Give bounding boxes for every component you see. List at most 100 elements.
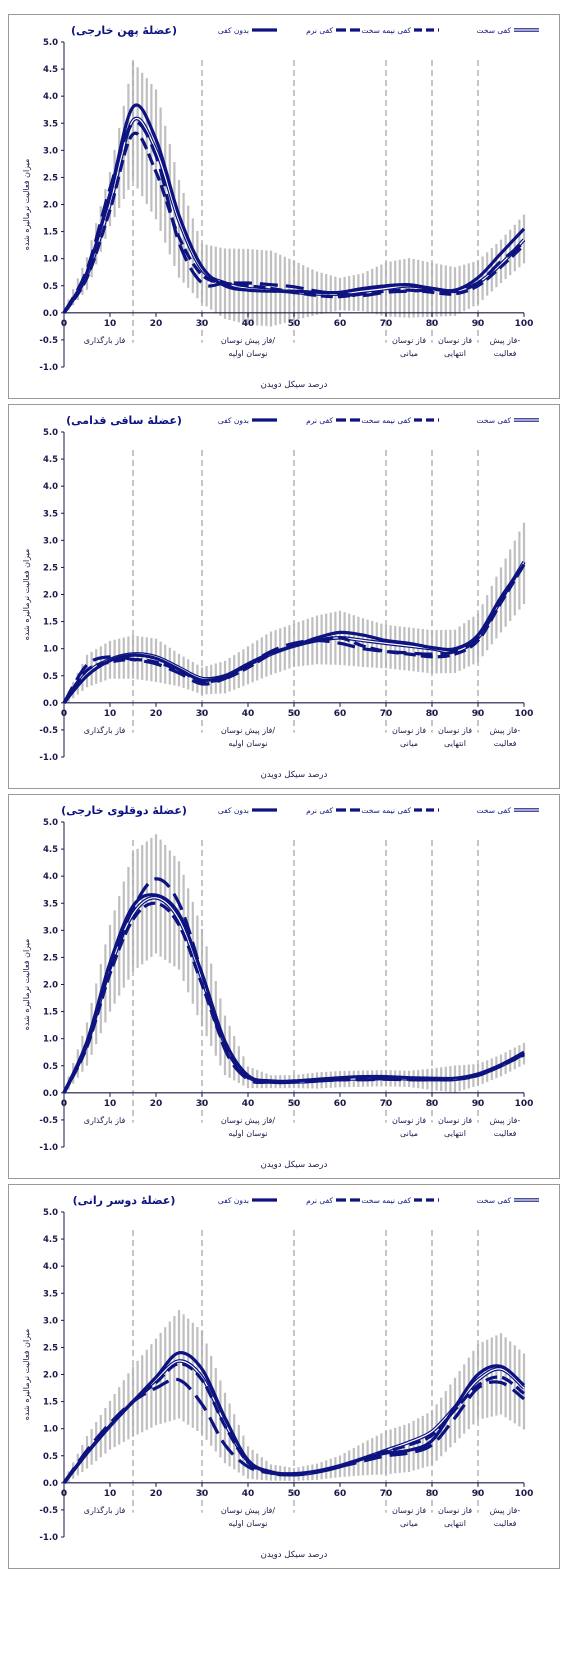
x-tick-label: 10: [104, 1099, 117, 1109]
x-tick-label: 50: [288, 1489, 301, 1499]
x-tick-label: 90: [472, 1099, 485, 1109]
y-tick-label: 2.0: [43, 1371, 58, 1381]
y-tick-label: 3.0: [43, 1316, 58, 1326]
x-tick-label: 100: [515, 709, 534, 719]
y-tick-label: 2.5: [43, 563, 58, 573]
y-tick-label: 3.5: [43, 119, 58, 129]
phase-label: میانی: [400, 739, 418, 748]
phase-label: فعالیت: [494, 739, 517, 748]
y-tick-label: -1.0: [39, 363, 58, 373]
y-tick-label: 4.0: [43, 872, 58, 882]
phase-label: فاز پیش-: [490, 726, 521, 735]
x-tick-label: 10: [104, 709, 117, 719]
y-tick-label: 5.0: [43, 1208, 58, 1218]
phase-label: فعالیت: [494, 349, 517, 358]
chart-panel-1: 5.0 4.5 4.0 3.5 3.0 2.5 2.0 1.5 1.0 0.5 0.0 -0.5 -1.…: [8, 14, 560, 399]
x-axis-label: درصد سیکل دویدن: [261, 1160, 328, 1170]
phase-label: فاز بارگذاری: [84, 725, 126, 735]
phase-label: انتهایی: [444, 739, 466, 748]
y-tick-label: 2.0: [43, 981, 58, 991]
legend-label: بدون کفی: [218, 806, 249, 815]
y-tick-label: -0.5: [39, 1506, 58, 1516]
y-tick-label: 1.0: [43, 645, 58, 655]
legend-label: بدون کفی: [218, 416, 249, 425]
y-axis-label: میزان فعالیت نرمالیزه شده: [22, 159, 31, 251]
x-tick-label: 20: [150, 319, 163, 329]
x-tick-label: 0: [61, 319, 67, 329]
y-tick-label: -1.0: [39, 1143, 58, 1153]
phase-label: میانی: [400, 349, 418, 358]
y-axis-label: میزان فعالیت نرمالیزه شده: [22, 1329, 31, 1421]
legend-label: کفی نرم: [306, 416, 333, 425]
phase-label: فاز پیش-: [490, 336, 521, 345]
phase-label: فاز نوسان: [392, 1116, 426, 1125]
y-tick-label: 2.5: [43, 1343, 58, 1353]
phase-label: فاز پیش نوسان/: [221, 336, 275, 345]
legend-label: کفی سخت: [477, 1196, 512, 1205]
y-tick-label: -0.5: [39, 336, 58, 346]
legend-label: کفی نیمه سخت: [361, 1196, 411, 1205]
y-tick-label: 3.0: [43, 146, 58, 156]
phase-label: فعالیت: [494, 1519, 517, 1528]
y-tick-label: 3.5: [43, 899, 58, 909]
x-tick-label: 0: [61, 1489, 67, 1499]
series-line: [62, 561, 526, 704]
legend-label: کفی سخت: [477, 806, 512, 815]
chart-title: (عضلهٔ پهن خارجی): [71, 24, 177, 37]
chart-title: (عضلهٔ ساقی قدامی): [66, 414, 182, 427]
y-tick-label: 1.0: [43, 1035, 58, 1045]
x-tick-label: 20: [150, 1099, 163, 1109]
legend-label: بدون کفی: [218, 26, 249, 35]
phase-label: میانی: [400, 1519, 418, 1528]
chart-panel-4: 5.0 4.5 4.0 3.5 3.0 2.5 2.0 1.5 1.0 0.5 0.0 -0.5 -1.…: [8, 1184, 560, 1569]
y-tick-label: 1.0: [43, 255, 58, 265]
y-tick-label: 0.5: [43, 1062, 58, 1072]
x-tick-label: 0: [61, 709, 67, 719]
y-tick-label: 4.5: [43, 65, 58, 75]
x-tick-label: 80: [426, 1099, 439, 1109]
phase-label: فاز پیش نوسان/: [221, 1116, 275, 1125]
x-tick-label: 10: [104, 1489, 117, 1499]
x-tick-label: 60: [334, 1099, 347, 1109]
x-tick-label: 100: [515, 319, 534, 329]
y-tick-label: -0.5: [39, 1116, 58, 1126]
y-tick-label: 3.5: [43, 509, 58, 519]
phase-label: فاز پیش-: [490, 1116, 521, 1125]
phase-label: فاز بارگذاری: [84, 1115, 126, 1125]
x-tick-label: 50: [288, 319, 301, 329]
phase-label: انتهایی: [444, 1519, 466, 1528]
phase-label: فاز بارگذاری: [84, 335, 126, 345]
x-tick-label: 30: [196, 1489, 209, 1499]
phase-label: میانی: [400, 1129, 418, 1138]
y-tick-label: 3.0: [43, 926, 58, 936]
chart-panel-3: 5.0 4.5 4.0 3.5 3.0 2.5 2.0 1.5 1.0 0.5 0.0 -0.5 -1.…: [8, 794, 560, 1179]
legend-label: کفی نرم: [306, 1196, 333, 1205]
phase-label: فاز نوسان: [392, 1506, 426, 1515]
y-tick-label: 4.0: [43, 1262, 58, 1272]
series-line: [62, 893, 525, 1094]
phase-label: فاز نوسان: [438, 1506, 472, 1515]
legend-label: کفی نیمه سخت: [361, 26, 411, 35]
x-tick-label: 100: [515, 1489, 534, 1499]
x-tick-label: 90: [472, 1489, 485, 1499]
legend-label: کفی نیمه سخت: [361, 806, 411, 815]
phase-label: فعالیت: [494, 1129, 517, 1138]
y-tick-label: 4.0: [43, 482, 58, 492]
legend-label: کفی سخت: [477, 26, 512, 35]
x-axis-label: درصد سیکل دویدن: [261, 380, 328, 390]
x-tick-label: 0: [61, 1099, 67, 1109]
y-tick-label: 4.5: [43, 845, 58, 855]
y-tick-label: -0.5: [39, 726, 58, 736]
phase-label: انتهایی: [444, 349, 466, 358]
y-tick-label: 1.0: [43, 1425, 58, 1435]
x-tick-label: 100: [515, 1099, 534, 1109]
y-axis-label: میزان فعالیت نرمالیزه شده: [22, 939, 31, 1031]
phase-label: انتهایی: [444, 1129, 466, 1138]
phase-label: فاز نوسان: [438, 726, 472, 735]
phase-label: نوسان اولیه: [228, 349, 267, 358]
y-tick-label: 2.0: [43, 201, 58, 211]
y-tick-label: 2.0: [43, 591, 58, 601]
x-tick-label: 70: [380, 709, 393, 719]
y-tick-label: 5.0: [43, 428, 58, 438]
x-tick-label: 50: [288, 1099, 301, 1109]
